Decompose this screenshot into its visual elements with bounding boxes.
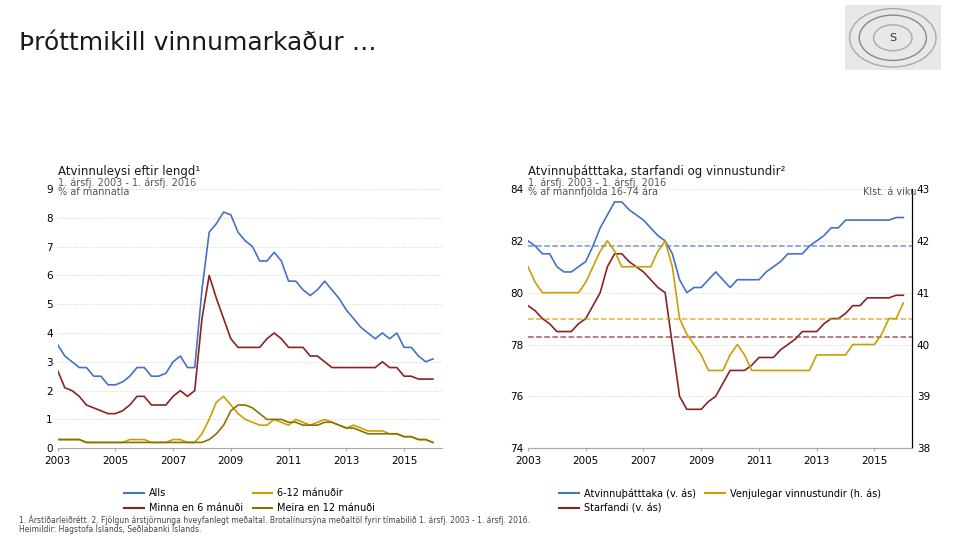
Text: 1. Árstíðarleiðrétt. 2. Fjölgun árstjörnunga hveyfanlegt meðaltal. Brotalínursýn: 1. Árstíðarleiðrétt. 2. Fjölgun árstjörn… <box>19 514 530 524</box>
Text: Heimildir: Hagstofa Íslands, Seðlabanki Íslands.: Heimildir: Hagstofa Íslands, Seðlabanki … <box>19 524 202 534</box>
Text: % af mannatla: % af mannatla <box>58 187 129 197</box>
Text: 1. ársfj. 2003 - 1. ársfj. 2016: 1. ársfj. 2003 - 1. ársfj. 2016 <box>528 178 666 188</box>
Text: % af mannfjölda 16-74 ára: % af mannfjölda 16-74 ára <box>528 187 658 197</box>
Legend: Alls, Minna en 6 mánuði, 6-12 mánuðir, Meira en 12 mánuði: Alls, Minna en 6 mánuði, 6-12 mánuðir, M… <box>121 484 378 517</box>
Text: Klst. á viku: Klst. á viku <box>863 187 917 197</box>
Text: S: S <box>889 33 897 43</box>
Text: •  Atvinnuleysi mældist 3,1% á Q1/2016 (árstíðarleiðrétt) og minnkaði um 1pr frá: • Atvinnuleysi mældist 3,1% á Q1/2016 (á… <box>12 83 633 94</box>
Text: •  Vinnuaflseftirspurn eykst hratt: heildarvinnustundum fjölgaði um 2,3% og hlut: • Vinnuaflseftirspurn eykst hratt: heild… <box>12 113 597 124</box>
Text: •  Atvinnuþátttaka jókst einnig töluvert og mældist 82,9% á Q1 – sem er áþekkt þ: • Atvinnuþátttaka jókst einnig töluvert … <box>12 154 765 165</box>
Text: 1. ársfj. 2003 - 1. ársfj. 2016: 1. ársfj. 2003 - 1. ársfj. 2016 <box>58 178 196 188</box>
Text: Þróttmikill vinnumarkaður …: Þróttmikill vinnumarkaður … <box>19 31 377 55</box>
Legend: Atvinnuþátttaka (v. ás), Starfandi (v. ás), Venjulegar vinnustundir (h. ás): Atvinnuþátttaka (v. ás), Starfandi (v. á… <box>556 484 884 517</box>
Text: Atvinnuþátttaka, starfandi og vinnustundir²: Atvinnuþátttaka, starfandi og vinnustund… <box>528 165 785 178</box>
Text: Atvinnuleysi eftir lengd¹: Atvinnuleysi eftir lengd¹ <box>58 165 200 178</box>
